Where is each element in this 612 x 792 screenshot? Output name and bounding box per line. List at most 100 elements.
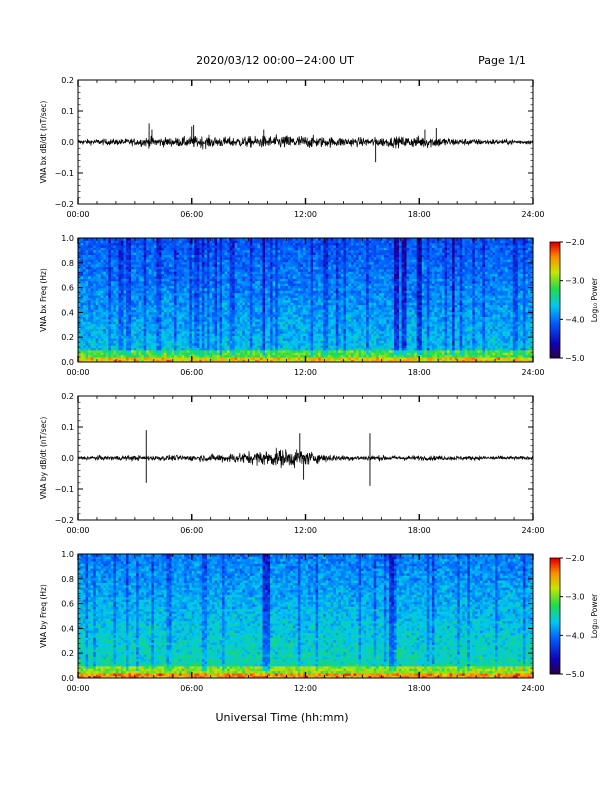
spectrogram-cell: [242, 348, 245, 351]
spectrogram-cell: [240, 341, 243, 344]
spectrogram-cell: [290, 288, 293, 291]
spectrogram-cell: [217, 250, 220, 253]
spectrogram-cell: [252, 288, 255, 291]
spectrogram-cell: [263, 248, 266, 251]
spectrogram-cell: [247, 250, 250, 253]
spectrogram-cell: [189, 295, 192, 298]
spectrogram-cell: [141, 245, 144, 248]
spectrogram-cell: [161, 243, 164, 246]
spectrogram-cell: [275, 271, 278, 274]
spectrogram-cell: [93, 276, 96, 279]
spectrogram-cell: [141, 324, 144, 327]
spectrogram-cell: [290, 357, 293, 360]
spectrogram-cell: [144, 271, 147, 274]
spectrogram-cell: [129, 307, 132, 310]
spectrogram-cell: [217, 283, 220, 286]
spectrogram-cell: [311, 357, 314, 360]
spectrogram-cell: [93, 279, 96, 282]
spectrogram-cell: [247, 245, 250, 248]
spectrogram-cell: [182, 345, 185, 348]
spectrogram-cell: [263, 352, 266, 355]
spectrogram-cell: [159, 298, 162, 301]
spectrogram-cell: [151, 314, 154, 317]
spectrogram-cell: [88, 300, 91, 303]
spectrogram-cell: [217, 333, 220, 336]
spectrogram-cell: [184, 255, 187, 258]
spectrogram-cell: [154, 329, 157, 332]
spectrogram-cell: [108, 267, 111, 270]
spectrogram-cell: [172, 314, 175, 317]
spectrogram-cell: [212, 300, 215, 303]
spectrogram-cell: [202, 262, 205, 265]
spectrogram-cell: [300, 271, 303, 274]
spectrogram-cell: [156, 255, 159, 258]
spectrogram-cell: [245, 283, 248, 286]
spectrogram-cell: [151, 290, 154, 293]
spectrogram-cell: [166, 300, 169, 303]
spectrogram-cell: [111, 355, 114, 358]
spectrogram-cell: [202, 264, 205, 267]
spectrogram-cell: [237, 352, 240, 355]
spectrogram-cell: [172, 310, 175, 313]
spectrogram-cell: [237, 314, 240, 317]
spectrogram-cell: [136, 336, 139, 339]
spectrogram-cell: [235, 276, 238, 279]
spectrogram-cell: [263, 276, 266, 279]
spectrogram-cell: [240, 331, 243, 334]
spectrogram-cell: [144, 326, 147, 329]
spectrogram-cell: [252, 240, 255, 243]
spectrogram-cell: [156, 350, 159, 353]
spectrogram-cell: [187, 300, 190, 303]
spectrogram-cell: [311, 255, 314, 258]
spectrogram-cell: [86, 331, 89, 334]
spectrogram-cell: [144, 293, 147, 296]
spectrogram-cell: [86, 338, 89, 341]
spectrogram-cell: [280, 257, 283, 260]
spectrogram-cell: [179, 279, 182, 282]
spectrogram-cell: [235, 250, 238, 253]
spectrogram-cell: [313, 355, 316, 358]
spectrogram-cell: [124, 298, 127, 301]
spectrogram-cell: [209, 255, 212, 258]
spectrogram-cell: [177, 274, 180, 277]
spectrogram-cell: [250, 276, 253, 279]
spectrogram-cell: [270, 264, 273, 267]
spectrogram-cell: [202, 302, 205, 305]
spectrogram-cell: [93, 326, 96, 329]
spectrogram-cell: [270, 290, 273, 293]
spectrogram-cell: [306, 271, 309, 274]
spectrogram-cell: [83, 293, 86, 296]
spectrogram-cell: [245, 341, 248, 344]
spectrogram-cell: [111, 250, 114, 253]
spectrogram-cell: [285, 314, 288, 317]
spectrogram-cell: [225, 314, 228, 317]
spectrogram-cell: [131, 336, 134, 339]
spectrogram-cell: [250, 271, 253, 274]
spectrogram-cell: [308, 348, 311, 351]
spectrogram-cell: [93, 324, 96, 327]
spectrogram-cell: [182, 317, 185, 320]
spectrogram-cell: [204, 255, 207, 258]
spectrogram-cell: [242, 245, 245, 248]
spectrogram-cell: [240, 300, 243, 303]
spectrogram-cell: [257, 317, 260, 320]
spectrogram-cell: [270, 343, 273, 346]
spectrogram-cell: [108, 262, 111, 265]
spectrogram-cell: [303, 267, 306, 270]
spectrogram-cell: [268, 317, 271, 320]
spectrogram-cell: [108, 336, 111, 339]
spectrogram-cell: [194, 326, 197, 329]
spectrogram-cell: [139, 276, 142, 279]
spectrogram-cell: [290, 307, 293, 310]
spectrogram-cell: [199, 329, 202, 332]
spectrogram-cell: [184, 333, 187, 336]
spectrogram-cell: [204, 281, 207, 284]
spectrogram-cell: [280, 310, 283, 313]
spectrogram-cell: [283, 295, 286, 298]
spectrogram-cell: [298, 348, 301, 351]
spectrogram-cell: [83, 283, 86, 286]
spectrogram-cell: [263, 317, 266, 320]
spectrogram-cell: [293, 348, 296, 351]
spectrogram-cell: [280, 288, 283, 291]
spectrogram-cell: [161, 348, 164, 351]
